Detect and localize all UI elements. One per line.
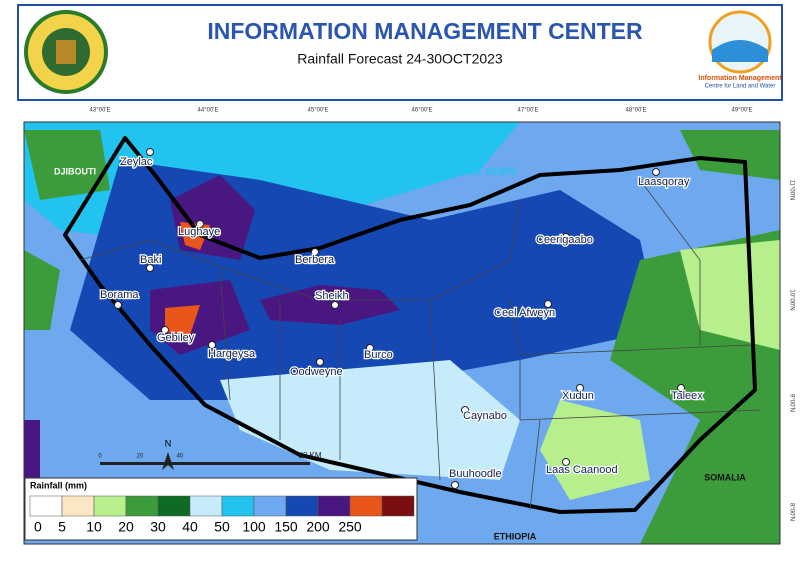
place-label: Oodweyne	[290, 366, 343, 378]
lon-label: 47°00'E	[518, 108, 539, 114]
place-dot	[208, 341, 216, 349]
place-label: Ceerigaabo	[536, 234, 593, 246]
scale-label: 80 KM	[298, 451, 321, 460]
legend-label: 20	[118, 519, 134, 535]
legend-swatch	[221, 495, 255, 517]
place-dot	[562, 233, 570, 241]
lat-label: 9°00'N	[788, 394, 794, 412]
place-dot	[576, 384, 584, 392]
place-label: Baki	[140, 254, 161, 266]
place-label: Zeylac	[120, 156, 153, 168]
lon-label: 48°00'E	[626, 108, 647, 114]
legend-label: 0	[34, 519, 42, 535]
legend-label: 100	[242, 519, 266, 535]
place-dot	[562, 458, 570, 466]
legend-swatch	[253, 495, 287, 517]
region-label: SOMALIA	[704, 472, 746, 482]
legend-label: 30	[150, 519, 166, 535]
north-label: N	[165, 438, 172, 448]
legend-swatch	[349, 495, 383, 517]
place-dot	[677, 384, 685, 392]
legend-label: 50	[214, 519, 230, 535]
lon-label: 46°00'E	[412, 108, 433, 114]
place-label: Burco	[364, 349, 393, 361]
legend-label: 150	[274, 519, 298, 535]
legend-swatch	[29, 495, 63, 517]
legend-swatch	[125, 495, 159, 517]
legend-swatch	[317, 495, 351, 517]
north-arrow	[162, 452, 174, 470]
lat-label: 11°00'N	[788, 180, 794, 201]
title: INFORMATION MANAGEMENT CENTER	[207, 18, 643, 44]
scale-label: 0	[98, 454, 102, 460]
lon-label: 45°00'E	[308, 108, 329, 114]
region-label: DJIBOUTI	[54, 166, 96, 176]
legend-swatch	[93, 495, 127, 517]
place-dot	[161, 326, 169, 334]
lat-label: 8°00'N	[788, 503, 794, 521]
lat-label: 10°00'N	[788, 289, 794, 310]
header-box	[17, 4, 783, 101]
place-dot	[114, 301, 122, 309]
lon-label: 49°00'E	[732, 108, 753, 114]
legend-swatch	[285, 495, 319, 517]
place-label: Ceel Afweyn	[494, 307, 555, 319]
place-label: Buuhoodle	[449, 468, 502, 480]
place-dot	[146, 264, 154, 272]
region-label: GULF OF ADEN	[434, 166, 516, 178]
place-label: Lughaye	[178, 226, 220, 238]
place-dot	[196, 220, 204, 228]
place-dot	[146, 148, 154, 156]
place-label: Gebiley	[157, 332, 195, 344]
place-dot	[366, 344, 374, 352]
region-label: ETHIOPIA	[494, 531, 537, 541]
legend-swatch	[381, 495, 415, 517]
legend-label: 10	[86, 519, 102, 535]
legend-label: 40	[182, 519, 198, 535]
logo-text: Centre for Land and Water	[705, 84, 776, 90]
place-dot	[316, 358, 324, 366]
scale-label: 20	[137, 454, 144, 460]
place-dot	[451, 481, 459, 489]
legend-swatch	[189, 495, 223, 517]
legend-label: 200	[306, 519, 330, 535]
logo-text: Information Management	[698, 75, 782, 82]
subtitle: Rainfall Forecast 24-30OCT2023	[297, 51, 503, 67]
border	[63, 136, 757, 514]
place-dot	[311, 248, 319, 256]
map-frame	[23, 121, 781, 545]
scale-label: 40	[177, 454, 184, 460]
place-label: Hargeysa	[208, 348, 256, 360]
legend-label: 5	[58, 519, 66, 535]
legend-swatch	[157, 495, 191, 517]
place-label: Xudun	[562, 390, 594, 402]
place-dot	[652, 168, 660, 176]
place-dot	[544, 300, 552, 308]
place-label: Taleex	[671, 390, 703, 402]
place-label: Borama	[100, 289, 139, 301]
legend-label: 250	[338, 519, 362, 535]
lon-label: 44°00'E	[198, 108, 219, 114]
legend-title: Rainfall (mm)	[30, 480, 87, 490]
logo-left	[24, 10, 108, 94]
labels: 43°00'E 44°00'E 45°00'E 46°00'E 47°00'E 48°00…	[24, 108, 794, 541]
place-dot	[461, 406, 469, 414]
place-label: Caynabo	[463, 410, 507, 422]
district-lines	[79, 179, 761, 511]
place-label: Berbera	[295, 254, 335, 266]
logo-right: Information Management Centre for Land an…	[698, 10, 782, 90]
place-label: Laasqoray	[638, 176, 690, 188]
place-dot	[331, 301, 339, 309]
scale-bar	[100, 462, 310, 465]
place-label: Sheikh	[315, 290, 349, 302]
legend-swatch	[61, 495, 95, 517]
lon-label: 43°00'E	[90, 108, 111, 114]
place-label: Laas Caanood	[546, 464, 618, 476]
